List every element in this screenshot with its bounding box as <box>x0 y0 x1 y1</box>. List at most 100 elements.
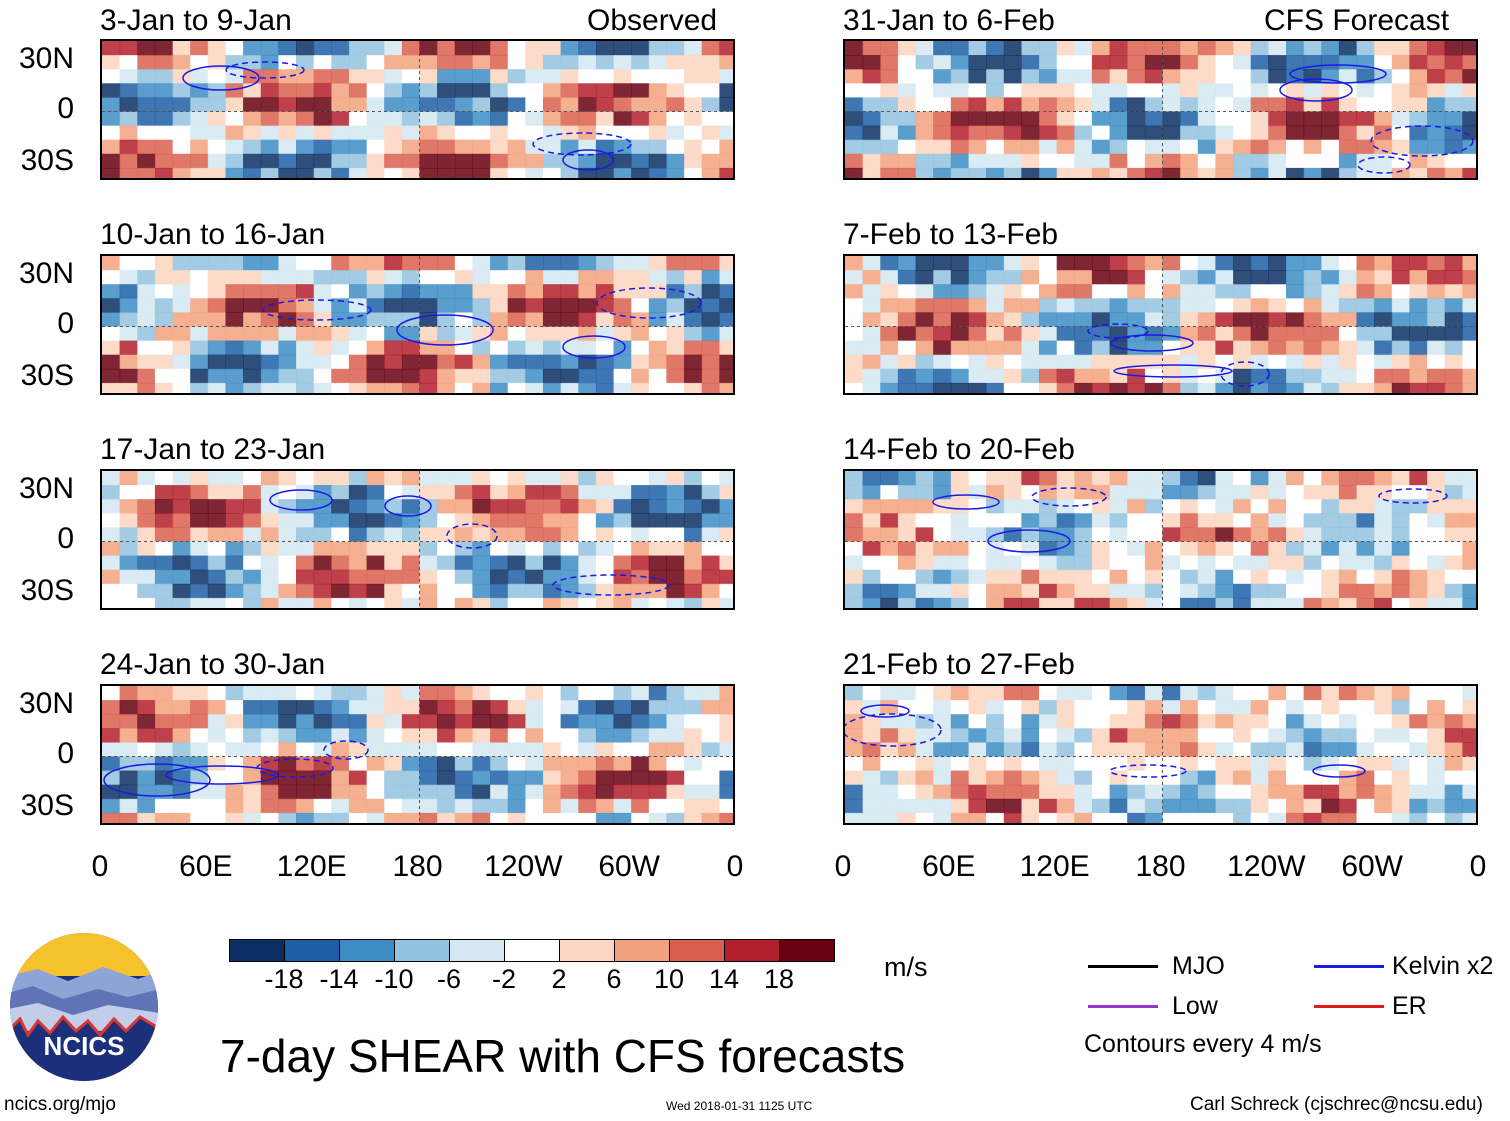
kelvin-contour <box>987 529 1071 553</box>
heat-cell <box>1409 139 1428 155</box>
heat-cell <box>1321 686 1340 701</box>
heat-cell <box>1233 756 1252 772</box>
heat-cell <box>1144 784 1164 800</box>
heat-cell <box>862 55 881 70</box>
heat-cell <box>631 83 650 98</box>
heat-cell <box>1286 513 1305 528</box>
heat-cell <box>845 527 864 543</box>
heat-cell <box>684 686 703 701</box>
footer-url[interactable]: ncics.org/mjo <box>4 1094 116 1115</box>
heat-cell <box>1303 326 1322 342</box>
heat-cell <box>1056 284 1075 299</box>
heat-cell <box>701 700 720 715</box>
heat-cell <box>1427 541 1446 557</box>
heat-cell <box>701 555 720 571</box>
heat-cell <box>560 770 579 786</box>
heat-cell <box>1127 784 1146 800</box>
heat-cell <box>543 298 562 313</box>
heat-cell <box>845 326 864 342</box>
heat-cell <box>578 756 597 772</box>
heat-cell <box>1338 368 1358 384</box>
heat-cell <box>1391 569 1410 585</box>
heat-cell <box>260 55 279 70</box>
heat-cell <box>719 41 733 56</box>
heat-cell <box>595 485 615 500</box>
heat-cell <box>933 326 952 342</box>
heat-cell <box>1356 368 1375 384</box>
heat-cell <box>845 569 864 585</box>
heat-cell <box>595 597 615 608</box>
heat-cell <box>560 83 579 98</box>
heat-cell <box>578 583 597 599</box>
heat-cell <box>366 499 385 514</box>
heat-cell <box>648 69 667 84</box>
heat-cell <box>1039 111 1058 127</box>
footer-author: Carl Schreck (cjschrec@ncsu.edu) <box>1190 1094 1483 1115</box>
heat-cell <box>933 812 952 823</box>
heat-cell <box>207 555 226 571</box>
heat-cell <box>880 382 899 393</box>
heat-cell <box>631 153 650 169</box>
colorbar-label: -10 <box>374 964 414 994</box>
heat-cell <box>507 770 526 786</box>
heat-cell <box>595 513 615 528</box>
heat-cell <box>1286 471 1305 486</box>
heat-cell <box>968 312 987 328</box>
heat-cell <box>1144 111 1164 127</box>
heat-cell <box>666 784 685 800</box>
heat-cell <box>666 742 685 758</box>
heat-cell <box>313 714 332 729</box>
heat-cell <box>190 541 209 557</box>
heat-cell <box>1374 756 1393 772</box>
heat-cell <box>154 256 174 271</box>
heat-cell <box>560 111 579 127</box>
heat-cell <box>950 583 969 599</box>
heat-cell <box>366 153 385 169</box>
heat-cell <box>1144 499 1164 514</box>
heat-cell <box>1462 756 1476 772</box>
heat-cell <box>1444 513 1463 528</box>
heat-cell <box>1180 312 1199 328</box>
heat-cell <box>684 354 703 370</box>
heat-cell <box>968 298 987 313</box>
heat-cell <box>260 354 279 370</box>
heat-cell <box>243 812 262 823</box>
heat-cell <box>1039 569 1058 585</box>
heat-cell <box>915 541 934 557</box>
heat-cell <box>631 139 650 155</box>
heat-cell <box>1144 686 1164 701</box>
heat-cell <box>243 798 262 814</box>
heat-cell <box>137 111 156 127</box>
heat-cell <box>915 485 934 500</box>
colorbar-label: 18 <box>763 964 795 994</box>
heat-cell <box>1162 139 1181 155</box>
heat-cell <box>933 97 952 113</box>
heat-cell <box>543 354 562 370</box>
heat-cell <box>172 167 191 178</box>
heat-cell <box>986 167 1005 178</box>
heat-cell <box>666 485 685 500</box>
heat-cell <box>950 340 969 356</box>
heat-cell <box>1074 728 1093 743</box>
heat-cell <box>1109 284 1128 299</box>
heat-cell <box>490 69 509 84</box>
heat-cell <box>207 69 226 84</box>
heat-cell <box>331 382 350 393</box>
panel-title-fc-4: 21-Feb to 27-Feb <box>843 648 1075 681</box>
heat-cell <box>490 256 509 271</box>
heat-cell <box>684 153 703 169</box>
heat-cell <box>1162 167 1181 178</box>
heat-cell <box>154 583 174 599</box>
heat-cell <box>845 555 864 571</box>
kelvin-contour <box>932 494 1000 510</box>
heat-cell <box>915 284 934 299</box>
heat-cell <box>1321 270 1340 285</box>
heat-cell <box>1286 284 1305 299</box>
heat-cell <box>137 527 156 543</box>
heat-cell <box>384 700 403 715</box>
heat-cell <box>525 256 544 271</box>
heat-cell <box>419 714 438 729</box>
heat-cell <box>1109 714 1128 729</box>
heat-cell <box>1250 167 1269 178</box>
heat-cell <box>260 111 279 127</box>
